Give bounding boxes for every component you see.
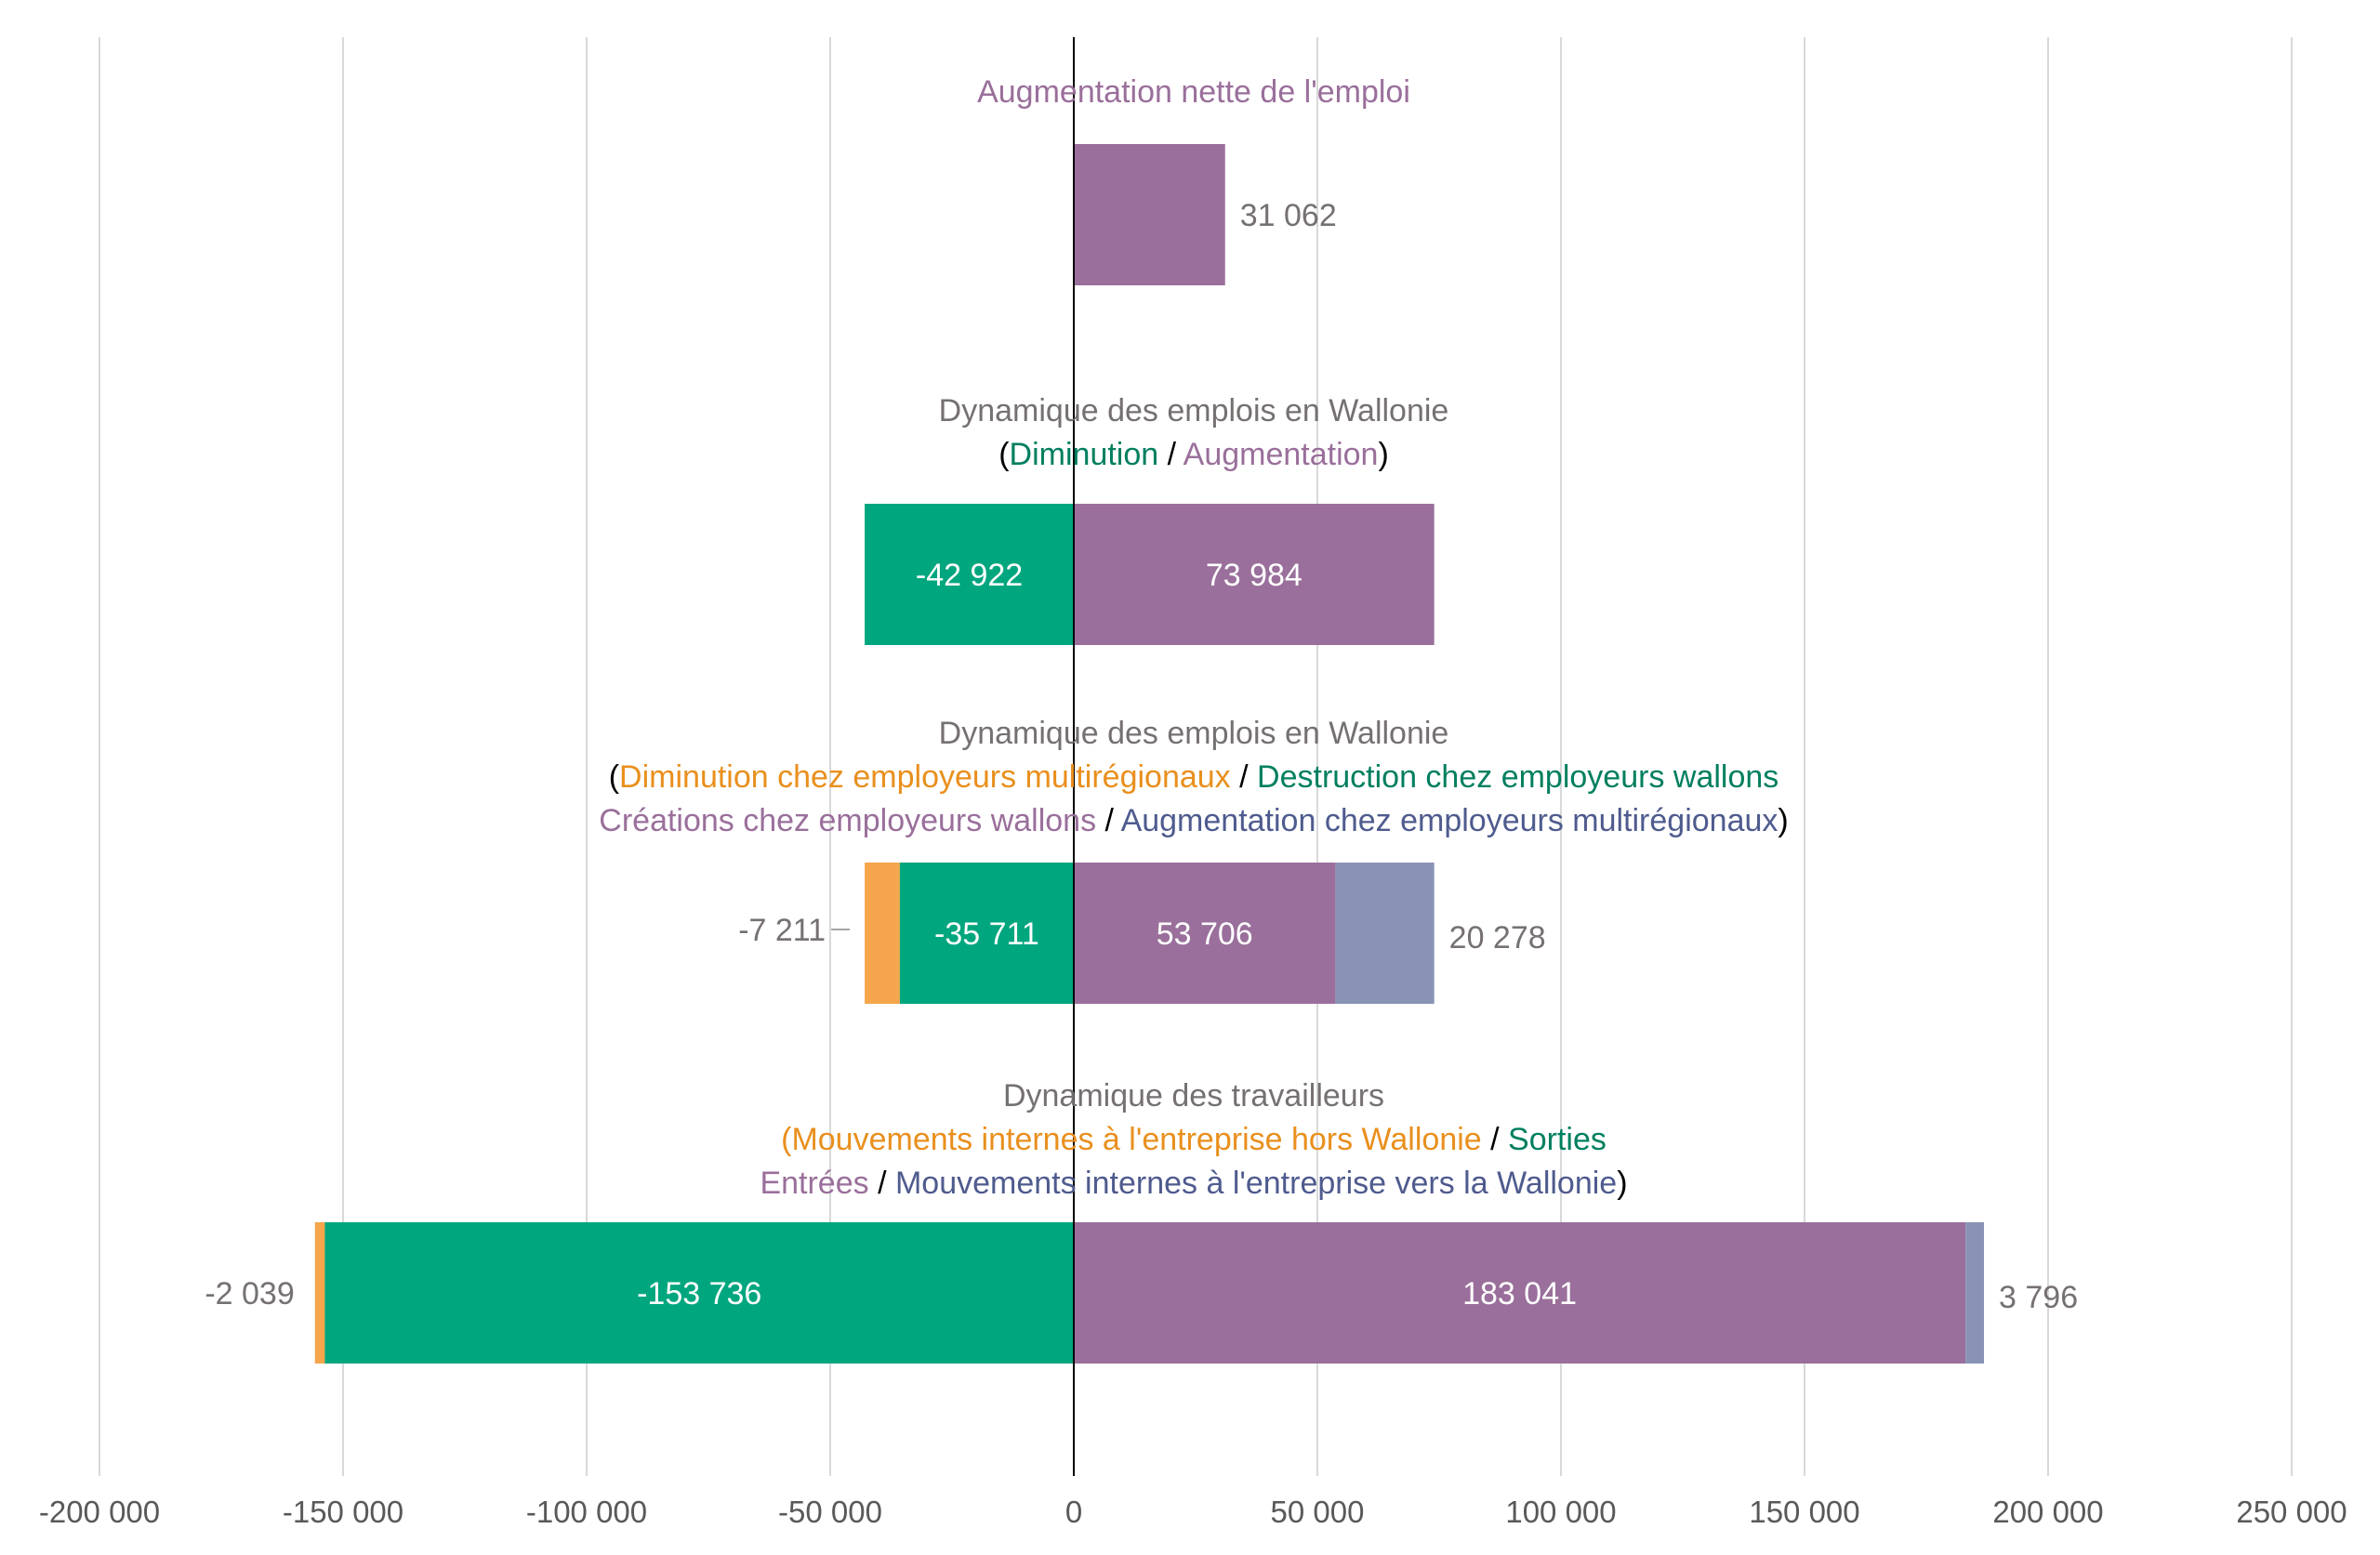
grid bbox=[99, 37, 2293, 1476]
category-label-part-3-2-3: ) bbox=[1617, 1166, 1627, 1201]
category-label-part-3-2-2: Mouvements internes à l'entreprise vers … bbox=[895, 1166, 1617, 1201]
category-label-group2-line0: Dynamique des emplois en Wallonie bbox=[939, 716, 1449, 751]
bar-group0-segment0 bbox=[1074, 144, 1225, 285]
data-label-group2-segment1: -35 711 bbox=[934, 916, 1039, 952]
x-tick-label-5: 50 000 bbox=[1271, 1495, 1365, 1529]
data-label-group3-segment1: -153 736 bbox=[637, 1276, 761, 1311]
x-tick-label-8: 200 000 bbox=[1992, 1495, 2103, 1529]
category-label-group3-line1: (Mouvements internes à l'entreprise hors… bbox=[781, 1122, 1606, 1157]
x-tick-label-6: 100 000 bbox=[1505, 1495, 1616, 1529]
data-label-group2-segment0: -7 211 bbox=[738, 913, 826, 948]
data-label-group3-segment2: 183 041 bbox=[1462, 1276, 1577, 1311]
category-label-group2-line2: Créations chez employeurs wallons / Augm… bbox=[599, 803, 1788, 838]
data-label-group2-segment3: 20 278 bbox=[1449, 920, 1546, 955]
bar-group3-segment3 bbox=[1965, 1222, 1985, 1364]
x-axis-labels: -200 000 -150 000 -100 000 -50 000 0 50 000 10… bbox=[39, 1495, 2347, 1529]
x-tick-label-4: 0 bbox=[1065, 1495, 1082, 1529]
bar-group2-segment3 bbox=[1335, 863, 1435, 1004]
bar-group3-segment1 bbox=[324, 1222, 1075, 1364]
bar-group3-segment0 bbox=[314, 1222, 325, 1364]
category-label-part-2-2-0: Créations chez employeurs wallons bbox=[599, 803, 1096, 838]
x-tick-label-3: -50 000 bbox=[778, 1495, 882, 1529]
x-tick-label-0: -200 000 bbox=[39, 1495, 160, 1529]
category-label-part-1-1-2: / bbox=[1158, 437, 1183, 472]
x-tick-label-2: -100 000 bbox=[526, 1495, 647, 1529]
category-label-part-2-1-2: / bbox=[1231, 759, 1257, 795]
category-label-group1-line0: Dynamique des emplois en Wallonie bbox=[939, 393, 1449, 428]
category-label-group1-line1: (Diminution / Augmentation) bbox=[998, 437, 1389, 472]
category-label-group3-line0: Dynamique des travailleurs bbox=[1003, 1078, 1384, 1114]
category-label-part-3-2-1: / bbox=[869, 1166, 895, 1201]
bar-group2-segment1 bbox=[899, 863, 1074, 1004]
category-label-group3-line2: Entrées / Mouvements internes à l'entrep… bbox=[760, 1166, 1627, 1201]
category-label-part-2-2-2: Augmentation chez employeurs multirégion… bbox=[1121, 803, 1778, 838]
data-label-group1-segment1: 73 984 bbox=[1206, 558, 1302, 593]
category-label-part-2-1-0: ( bbox=[609, 759, 620, 795]
category-label-part-3-1-2: Sorties bbox=[1508, 1122, 1606, 1157]
bar-group3-segment2 bbox=[1074, 1222, 1966, 1364]
bars bbox=[314, 144, 1985, 1364]
category-label-part-3-2-0: Entrées bbox=[760, 1166, 868, 1201]
category-label-part-2-0-0: Dynamique des emplois en Wallonie bbox=[939, 716, 1449, 751]
category-label-part-3-1-0: (Mouvements internes à l'entreprise hors… bbox=[781, 1122, 1482, 1157]
data-label-group3-segment0: -2 039 bbox=[205, 1276, 294, 1311]
x-tick-label-1: -150 000 bbox=[283, 1495, 403, 1529]
value-labels: 31 062 -42 922 73 984 -7 211 -35 711 53 706 20… bbox=[205, 198, 2078, 1315]
category-label-part-1-1-0: ( bbox=[998, 437, 1010, 472]
category-label-part-1-1-4: ) bbox=[1378, 437, 1388, 472]
group-labels: Augmentation nette de l'emploi Dynamique … bbox=[599, 74, 1788, 1201]
category-label-part-1-0-0: Dynamique des emplois en Wallonie bbox=[939, 393, 1449, 428]
category-label-group2-line1: (Diminution chez employeurs multirégiona… bbox=[609, 759, 1779, 795]
category-label-part-1-1-1: Diminution bbox=[1010, 437, 1159, 472]
data-label-group2-segment2: 53 706 bbox=[1157, 916, 1253, 952]
data-label-group3-segment3: 3 796 bbox=[1999, 1280, 2078, 1315]
bar-group2-segment0 bbox=[865, 863, 900, 1004]
bar-group1-segment1 bbox=[1074, 504, 1435, 645]
category-label-group0-line0: Augmentation nette de l'emploi bbox=[977, 74, 1410, 110]
category-label-part-1-1-3: Augmentation bbox=[1183, 437, 1379, 472]
category-label-part-3-0-0: Dynamique des travailleurs bbox=[1003, 1078, 1384, 1114]
x-tick-label-9: 250 000 bbox=[2236, 1495, 2347, 1529]
category-label-part-0-0-0: Augmentation nette de l'emploi bbox=[977, 74, 1410, 110]
x-tick-label-7: 150 000 bbox=[1749, 1495, 1859, 1529]
data-label-group0-segment0: 31 062 bbox=[1240, 198, 1337, 233]
bar-group1-segment0 bbox=[865, 504, 1074, 645]
category-label-part-2-2-3: ) bbox=[1778, 803, 1788, 838]
category-label-part-3-1-1: / bbox=[1482, 1122, 1508, 1157]
category-label-part-2-2-1: / bbox=[1096, 803, 1120, 838]
data-label-group1-segment0: -42 922 bbox=[916, 558, 1023, 593]
bar-group2-segment2 bbox=[1074, 863, 1336, 1004]
category-label-part-2-1-3: Destruction chez employeurs wallons bbox=[1257, 759, 1778, 795]
category-label-part-2-1-1: Diminution chez employeurs multirégionau… bbox=[619, 759, 1231, 795]
